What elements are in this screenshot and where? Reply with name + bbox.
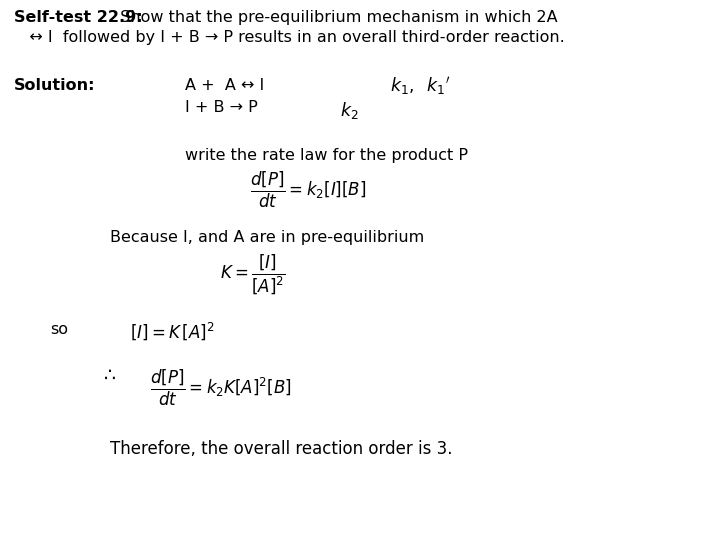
Text: Self-test 22.9:: Self-test 22.9:: [14, 10, 143, 25]
Text: Show that the pre-equilibrium mechanism in which 2A: Show that the pre-equilibrium mechanism …: [110, 10, 557, 25]
Text: $\therefore$: $\therefore$: [100, 365, 117, 384]
Text: $[I] = K\,[A]^2$: $[I] = K\,[A]^2$: [130, 320, 215, 342]
Text: ↔ I  followed by I + B → P results in an overall third-order reaction.: ↔ I followed by I + B → P results in an …: [14, 30, 564, 45]
Text: $\dfrac{d[P]}{dt} = k_2[I][B]$: $\dfrac{d[P]}{dt} = k_2[I][B]$: [250, 170, 366, 210]
Text: $k_2$: $k_2$: [340, 100, 359, 121]
Text: $k_1, \;\; k_1{}'$: $k_1, \;\; k_1{}'$: [390, 75, 450, 97]
Text: Solution:: Solution:: [14, 78, 96, 93]
Text: write the rate law for the product P: write the rate law for the product P: [185, 148, 468, 163]
Text: so: so: [50, 322, 68, 337]
Text: $\dfrac{d[P]}{dt} = k_2 K[A]^2[B]$: $\dfrac{d[P]}{dt} = k_2 K[A]^2[B]$: [150, 368, 292, 408]
Text: Therefore, the overall reaction order is 3.: Therefore, the overall reaction order is…: [110, 440, 452, 458]
Text: Because I, and A are in pre-equilibrium: Because I, and A are in pre-equilibrium: [110, 230, 424, 245]
Text: $K = \dfrac{[I]}{[A]^2}$: $K = \dfrac{[I]}{[A]^2}$: [220, 252, 286, 296]
Text: A +  A ↔ I: A + A ↔ I: [185, 78, 264, 93]
Text: I + B → P: I + B → P: [185, 100, 258, 115]
